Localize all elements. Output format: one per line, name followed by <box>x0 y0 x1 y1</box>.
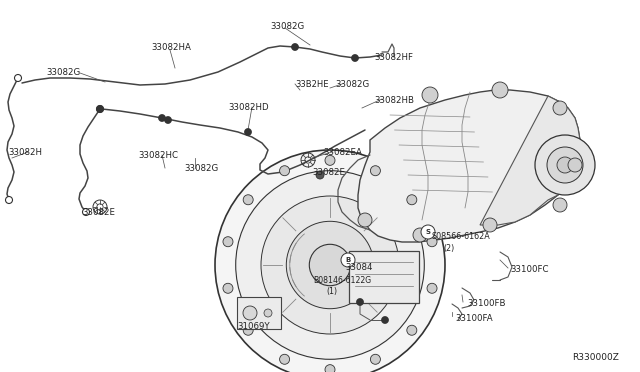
Text: 33082G: 33082G <box>184 164 218 173</box>
Circle shape <box>341 253 355 267</box>
Circle shape <box>568 158 582 172</box>
Circle shape <box>422 87 438 103</box>
Circle shape <box>325 155 335 165</box>
Circle shape <box>553 101 567 115</box>
Circle shape <box>223 237 233 247</box>
Circle shape <box>291 44 298 51</box>
Circle shape <box>164 116 172 124</box>
Circle shape <box>557 157 573 173</box>
Circle shape <box>407 195 417 205</box>
Circle shape <box>421 225 435 239</box>
Circle shape <box>492 82 508 98</box>
Circle shape <box>351 55 358 61</box>
Circle shape <box>264 309 272 317</box>
Circle shape <box>356 298 364 305</box>
Circle shape <box>261 196 399 334</box>
Text: 33B2HE: 33B2HE <box>295 80 328 89</box>
Circle shape <box>280 166 289 176</box>
Text: 33084: 33084 <box>345 263 372 272</box>
Text: 33082G: 33082G <box>270 22 304 31</box>
Text: S08566-6162A: S08566-6162A <box>432 232 491 241</box>
Circle shape <box>243 325 253 335</box>
Circle shape <box>427 237 437 247</box>
Text: (1): (1) <box>326 287 337 296</box>
Circle shape <box>215 150 445 372</box>
Circle shape <box>159 115 166 122</box>
Circle shape <box>413 228 427 242</box>
Circle shape <box>83 208 90 215</box>
Text: S: S <box>426 229 431 235</box>
Circle shape <box>97 106 104 112</box>
Text: 33082H: 33082H <box>8 148 42 157</box>
Circle shape <box>325 365 335 372</box>
FancyBboxPatch shape <box>349 251 419 303</box>
Circle shape <box>316 171 324 179</box>
Text: 33100FB: 33100FB <box>467 299 506 308</box>
Circle shape <box>244 128 252 135</box>
Text: 33082E: 33082E <box>82 208 115 217</box>
Text: 33082HD: 33082HD <box>228 103 269 112</box>
Text: 33100FC: 33100FC <box>510 265 548 274</box>
Text: 33082EA: 33082EA <box>323 148 362 157</box>
Circle shape <box>243 306 257 320</box>
Polygon shape <box>480 96 580 225</box>
Circle shape <box>427 283 437 293</box>
Text: 31069Y: 31069Y <box>237 322 269 331</box>
Circle shape <box>358 213 372 227</box>
Polygon shape <box>358 90 580 242</box>
Circle shape <box>97 106 104 112</box>
Text: R330000Z: R330000Z <box>572 353 619 362</box>
Circle shape <box>371 166 380 176</box>
Circle shape <box>381 317 388 324</box>
Circle shape <box>243 195 253 205</box>
Circle shape <box>547 147 583 183</box>
Text: 33082E: 33082E <box>312 168 345 177</box>
Circle shape <box>483 218 497 232</box>
Text: B08146-6122G: B08146-6122G <box>313 276 371 285</box>
Text: (2): (2) <box>443 244 454 253</box>
Text: 33082HA: 33082HA <box>151 43 191 52</box>
Circle shape <box>309 244 351 286</box>
Circle shape <box>280 354 289 364</box>
Circle shape <box>15 74 22 81</box>
Circle shape <box>6 196 13 203</box>
Text: 33082G: 33082G <box>335 80 369 89</box>
Circle shape <box>553 198 567 212</box>
Circle shape <box>223 283 233 293</box>
Text: B: B <box>346 257 351 263</box>
Circle shape <box>535 135 595 195</box>
Text: 33082G: 33082G <box>46 68 80 77</box>
Circle shape <box>407 325 417 335</box>
Text: 33100FA: 33100FA <box>455 314 493 323</box>
Text: 33082HC: 33082HC <box>138 151 178 160</box>
Circle shape <box>371 354 380 364</box>
Text: 33082HF: 33082HF <box>374 53 413 62</box>
Circle shape <box>236 171 424 359</box>
Text: 33082HB: 33082HB <box>374 96 414 105</box>
FancyBboxPatch shape <box>237 297 281 329</box>
Circle shape <box>286 221 374 309</box>
